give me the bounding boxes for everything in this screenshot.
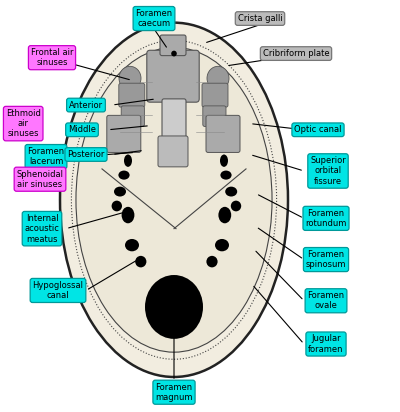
Text: Foramen
ovale: Foramen ovale bbox=[308, 291, 344, 311]
Circle shape bbox=[171, 51, 177, 56]
Ellipse shape bbox=[114, 187, 126, 197]
Ellipse shape bbox=[218, 207, 231, 223]
FancyBboxPatch shape bbox=[121, 106, 144, 126]
Text: Posterior: Posterior bbox=[67, 150, 105, 159]
Circle shape bbox=[135, 256, 146, 267]
Ellipse shape bbox=[76, 47, 272, 352]
Text: Sphenoidal
air sinuses: Sphenoidal air sinuses bbox=[16, 169, 64, 189]
Text: Hypoglossal
canal: Hypoglossal canal bbox=[32, 281, 84, 300]
Ellipse shape bbox=[119, 66, 141, 90]
FancyBboxPatch shape bbox=[160, 35, 186, 56]
Ellipse shape bbox=[125, 239, 139, 251]
Circle shape bbox=[231, 201, 241, 211]
Text: Frontal air
sinuses: Frontal air sinuses bbox=[31, 48, 73, 68]
Text: Crista galli: Crista galli bbox=[238, 14, 282, 23]
Text: Optic canal: Optic canal bbox=[294, 125, 342, 134]
Circle shape bbox=[112, 201, 122, 211]
Ellipse shape bbox=[215, 239, 229, 251]
Text: Foramen
spinosum: Foramen spinosum bbox=[306, 250, 346, 269]
Ellipse shape bbox=[145, 275, 203, 339]
Text: Jugular
foramen: Jugular foramen bbox=[308, 334, 344, 354]
Ellipse shape bbox=[225, 187, 237, 197]
FancyBboxPatch shape bbox=[119, 83, 145, 107]
FancyBboxPatch shape bbox=[203, 106, 226, 126]
Ellipse shape bbox=[122, 207, 134, 223]
Text: Cribriform plate: Cribriform plate bbox=[263, 49, 329, 58]
FancyBboxPatch shape bbox=[162, 99, 186, 140]
Circle shape bbox=[206, 256, 218, 267]
FancyBboxPatch shape bbox=[147, 50, 199, 102]
Text: Anterior: Anterior bbox=[69, 101, 103, 110]
FancyBboxPatch shape bbox=[206, 115, 240, 152]
FancyBboxPatch shape bbox=[158, 136, 188, 167]
Ellipse shape bbox=[220, 154, 228, 167]
Text: Foramen
caecum: Foramen caecum bbox=[136, 9, 172, 28]
FancyBboxPatch shape bbox=[202, 83, 228, 107]
Ellipse shape bbox=[60, 23, 288, 377]
Text: Ethmoid
air
sinuses: Ethmoid air sinuses bbox=[6, 109, 41, 138]
Text: Superior
orbital
fissure: Superior orbital fissure bbox=[310, 156, 346, 186]
Text: Foramen
rotundum: Foramen rotundum bbox=[305, 208, 347, 228]
Text: Foramen
magnum: Foramen magnum bbox=[155, 382, 193, 402]
Ellipse shape bbox=[118, 171, 130, 180]
Text: Middle: Middle bbox=[68, 125, 96, 134]
Ellipse shape bbox=[207, 66, 229, 90]
Ellipse shape bbox=[124, 154, 132, 167]
Ellipse shape bbox=[220, 171, 232, 180]
FancyBboxPatch shape bbox=[107, 115, 141, 152]
Text: Foramen
lacerum: Foramen lacerum bbox=[28, 147, 64, 166]
Text: Internal
acoustic
meatus: Internal acoustic meatus bbox=[24, 214, 60, 243]
